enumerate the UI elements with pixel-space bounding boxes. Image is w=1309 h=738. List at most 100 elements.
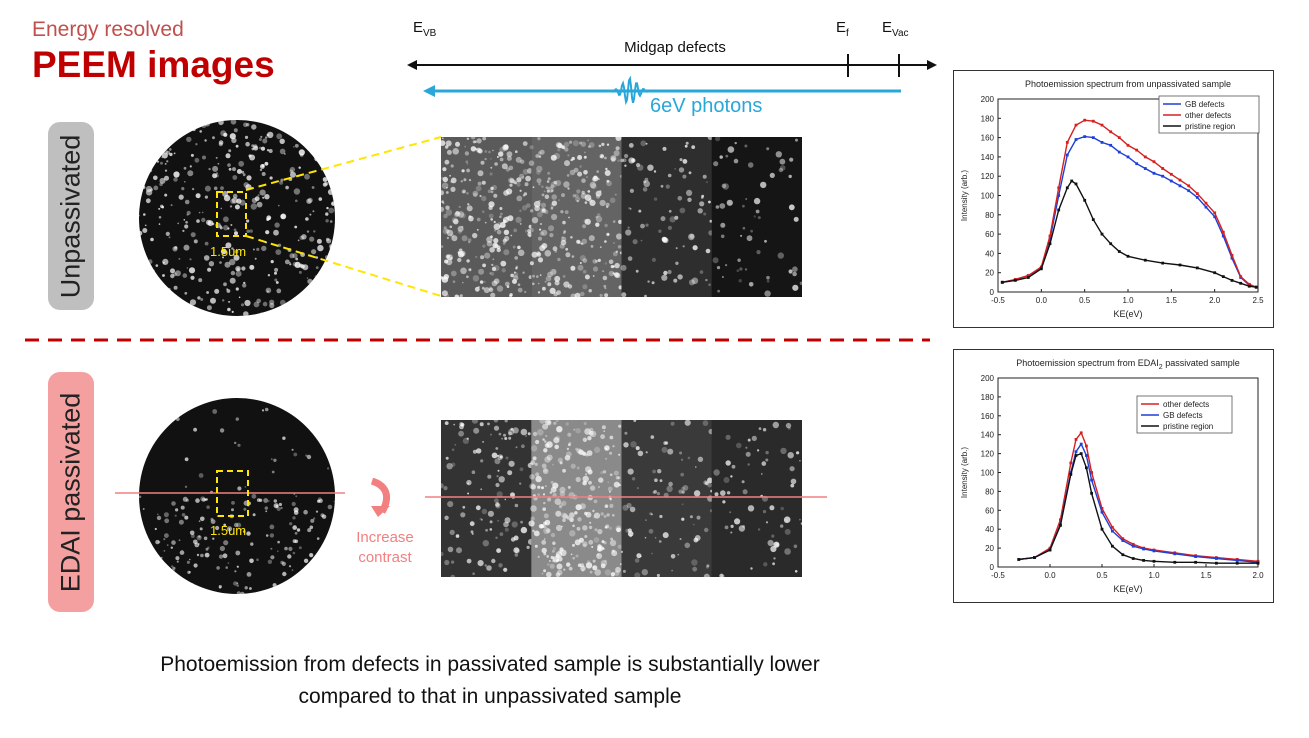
speckle-dot	[514, 553, 519, 557]
speckle-dot	[493, 223, 501, 230]
speckle-dot	[263, 498, 269, 503]
speckle-dot	[184, 515, 189, 520]
speckle-dot	[787, 452, 794, 459]
data-point	[1178, 178, 1182, 182]
panel-tile	[711, 420, 802, 577]
speckle-dot	[555, 510, 562, 517]
speckle-dot	[657, 469, 662, 474]
speckle-dot	[703, 212, 707, 216]
speckle-dot	[212, 173, 218, 179]
speckle-dot	[487, 189, 492, 194]
data-point	[1239, 281, 1243, 285]
speckle-dot	[764, 290, 771, 297]
speckle-dot	[725, 154, 729, 158]
speckle-dot	[274, 278, 278, 282]
speckle-dot	[441, 276, 443, 280]
speckle-dot	[567, 432, 572, 437]
speckle-dot	[604, 525, 608, 529]
speckle-dot	[729, 511, 732, 514]
speckle-dot	[601, 142, 605, 146]
speckle-dot	[229, 133, 236, 140]
speckle-dot	[519, 189, 522, 192]
speckle-dot	[489, 272, 492, 275]
speckle-dot	[580, 565, 586, 572]
x-tick-label: 0.0	[1036, 296, 1048, 305]
speckle-dot	[539, 420, 546, 424]
speckle-dot	[532, 431, 538, 437]
speckle-dot	[217, 162, 220, 165]
speckle-dot	[570, 293, 577, 297]
speckle-dot	[794, 570, 798, 573]
speckle-dot	[139, 123, 145, 129]
speckle-dot	[483, 280, 486, 284]
speckle-dot	[468, 215, 474, 222]
speckle-dot	[517, 249, 525, 257]
speckle-dot	[473, 427, 480, 434]
speckle-dot	[665, 184, 670, 189]
speckle-dot	[466, 137, 470, 140]
speckle-dot	[673, 278, 678, 283]
speckle-dot	[141, 585, 146, 591]
speckle-dot	[492, 258, 495, 261]
speckle-dot	[329, 311, 332, 314]
speckle-dot	[583, 170, 588, 175]
speckle-dot	[590, 183, 597, 190]
speckle-dot	[144, 162, 146, 165]
speckle-dot	[625, 229, 632, 236]
speckle-dot	[139, 545, 142, 549]
speckle-dot	[477, 148, 483, 154]
speckle-dot	[487, 474, 492, 479]
data-point	[1213, 211, 1217, 215]
speckle-dot	[285, 185, 289, 190]
speckle-dot	[274, 271, 277, 275]
speckle-dot	[687, 456, 691, 460]
speckle-dot	[644, 294, 647, 297]
speckle-dot	[203, 536, 208, 541]
speckle-dot	[684, 542, 691, 549]
speckle-dot	[596, 213, 601, 217]
x-tick-label: 0.5	[1096, 571, 1108, 580]
speckle-dot	[534, 544, 538, 548]
speckle-dot	[574, 292, 581, 297]
speckle-dot	[704, 527, 709, 533]
speckle-dot	[507, 470, 513, 476]
speckle-dot	[678, 489, 683, 494]
speckle-dot	[179, 550, 185, 555]
data-point	[1057, 208, 1061, 212]
speckle-dot	[562, 231, 566, 235]
speckle-dot	[498, 151, 504, 157]
speckle-dot	[548, 225, 555, 232]
speckle-dot	[555, 142, 562, 148]
speckle-dot	[479, 280, 484, 284]
speckle-dot	[535, 439, 540, 445]
speckle-dot	[444, 259, 449, 264]
speckle-dot	[501, 268, 506, 273]
photon-wave-icon	[600, 75, 660, 106]
data-point	[1059, 518, 1062, 522]
increase-contrast-label: Increase contrast	[350, 528, 420, 568]
speckle-dot	[228, 167, 232, 171]
speckle-dot	[141, 147, 147, 153]
speckle-dot	[488, 287, 494, 292]
speckle-dot	[218, 140, 224, 145]
speckle-dot	[742, 204, 745, 208]
speckle-dot	[527, 229, 531, 233]
speckle-dot	[693, 523, 695, 526]
speckle-dot	[501, 437, 503, 440]
speckle-dot	[295, 199, 298, 203]
speckle-dot	[543, 448, 548, 453]
speckle-dot	[799, 281, 802, 286]
passivated-label: EDAI passivated	[55, 392, 86, 592]
speckle-dot	[256, 247, 260, 251]
speckle-dot	[292, 253, 298, 259]
speckle-dot	[441, 190, 444, 196]
speckle-dot	[503, 144, 509, 150]
speckle-dot	[547, 271, 553, 278]
speckle-dot	[596, 170, 599, 173]
speckle-dot	[536, 165, 543, 173]
speckle-dot	[472, 190, 479, 197]
speckle-dot	[619, 484, 622, 487]
speckle-dot	[509, 178, 515, 184]
speckle-dot	[491, 452, 498, 459]
speckle-dot	[493, 278, 500, 284]
